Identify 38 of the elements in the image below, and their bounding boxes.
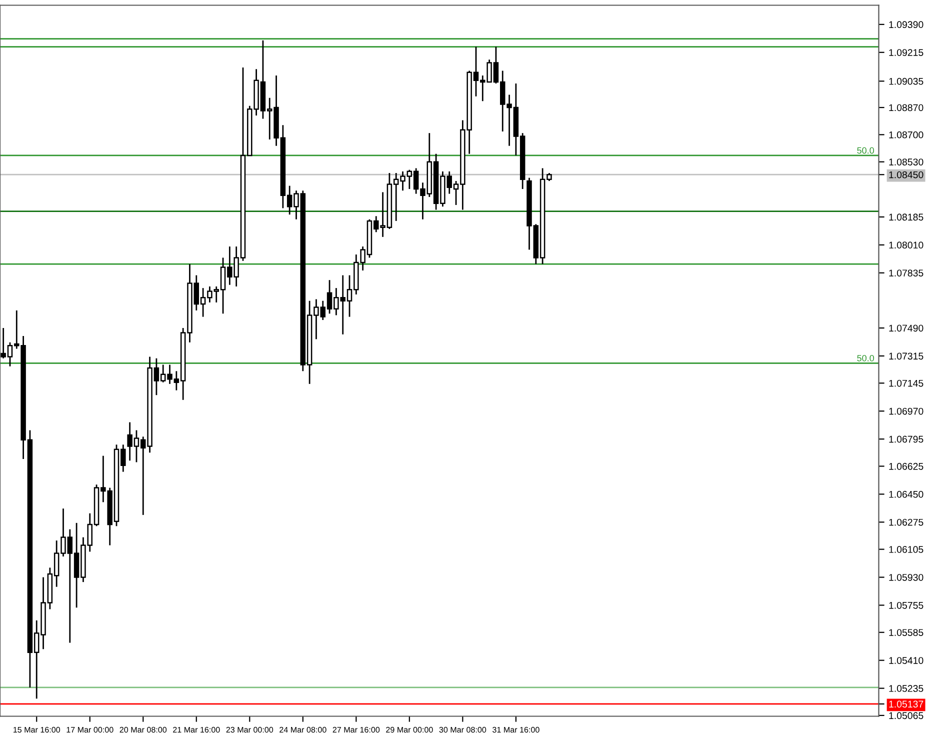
y-tick-label: 1.07145 (889, 380, 924, 387)
x-tick-label: 21 Mar 16:00 (173, 726, 220, 733)
x-tick-label: 15 Mar 16:00 (13, 726, 60, 733)
x-tick-label: 20 Mar 08:00 (120, 726, 167, 733)
y-tick-label: 1.08185 (889, 214, 924, 221)
y-tick-label: 1.05235 (889, 685, 924, 692)
x-tick-label: 30 Mar 08:00 (439, 726, 486, 733)
y-tick-label: 1.06275 (889, 518, 924, 526)
y-tick-label: 1.09390 (889, 21, 924, 28)
y-tick-label: 1.07315 (889, 352, 924, 360)
y-tick-label: 1.06795 (889, 436, 924, 443)
y-tick-label: 1.06105 (889, 546, 924, 553)
annotation: 50.0 (857, 354, 874, 362)
y-tick-label: 1.05410 (889, 657, 924, 664)
x-tick-label: 24 Mar 08:00 (280, 726, 326, 733)
y-tick-label: 1.06450 (889, 490, 924, 498)
y-tick-label: 1.07835 (889, 270, 924, 276)
x-tick-label: 17 Mar 00:00 (66, 726, 114, 733)
x-tick-label: 29 Mar 00:00 (386, 726, 433, 733)
annotation: 50.0 (857, 147, 874, 154)
y-tick-label: 1.06625 (889, 462, 924, 470)
x-tick-label: 27 Mar 16:00 (332, 726, 380, 733)
y-tick-label: 1.08870 (889, 104, 924, 112)
y-tick-label: 1.09035 (889, 78, 924, 85)
y-tick-label: 1.09215 (889, 49, 924, 56)
y-tick-label: 1.08010 (889, 242, 924, 249)
y-tick-label: 1.08530 (889, 158, 924, 166)
y-tick-label: 1.05930 (889, 574, 924, 581)
y-tick-label: 1.05585 (889, 629, 924, 636)
y-tick-label: 1.06970 (889, 408, 924, 415)
y-tick-label: 1.05065 (889, 712, 924, 720)
y-tick-label: 1.08450 (889, 171, 924, 178)
y-tick-label: 1.07490 (889, 324, 924, 332)
x-tick-label: 31 Mar 16:00 (492, 726, 540, 733)
y-tick-label: 1.08700 (889, 131, 924, 138)
y-tick-label: 1.05755 (889, 602, 924, 609)
x-tick-label: 23 Mar 00:00 (226, 726, 274, 733)
y-tick-label: 1.05137 (889, 700, 924, 708)
